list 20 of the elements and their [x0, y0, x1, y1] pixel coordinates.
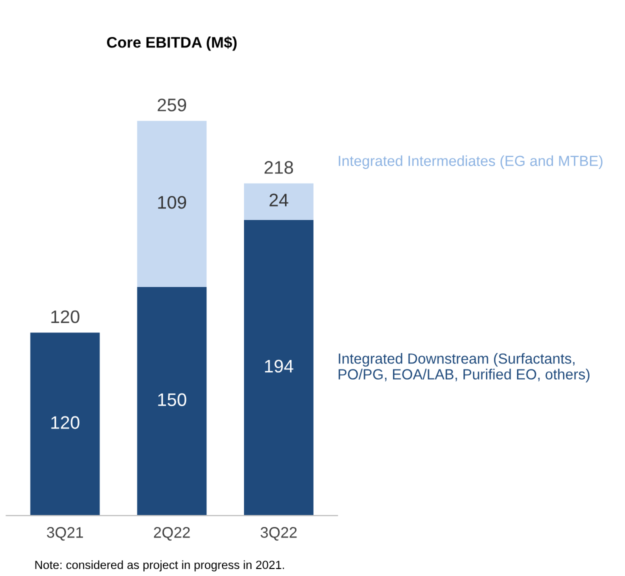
- bar: [244, 183, 314, 220]
- data-label: 120: [51, 416, 80, 429]
- text: Note: considered as project in progress in 2021.: [35, 560, 284, 572]
- data-label: 194: [265, 360, 294, 373]
- data-label: 150: [158, 393, 186, 406]
- total-label: 120: [51, 310, 80, 324]
- x-tick-label: 2Q22: [154, 527, 190, 541]
- chart-title: Core EBITDA (M$): [107, 36, 237, 51]
- x-tick-label: 3Q21: [46, 527, 83, 541]
- bar: [244, 220, 314, 516]
- text: Integrated Intermediates (EG and MTBE): [338, 155, 602, 169]
- total-label: 259: [158, 98, 186, 112]
- bar: [30, 332, 100, 516]
- x-tick-label: 3Q22: [260, 527, 297, 541]
- data-label: 24: [270, 194, 288, 206]
- total-label: 218: [264, 161, 294, 174]
- bar: [137, 120, 207, 287]
- data-label: 109: [158, 196, 186, 209]
- series-label: Integrated Downstream (Surfactants, PO/PG, EOA/LAB, Purified EO, others): [338, 353, 590, 382]
- bar: [137, 286, 207, 516]
